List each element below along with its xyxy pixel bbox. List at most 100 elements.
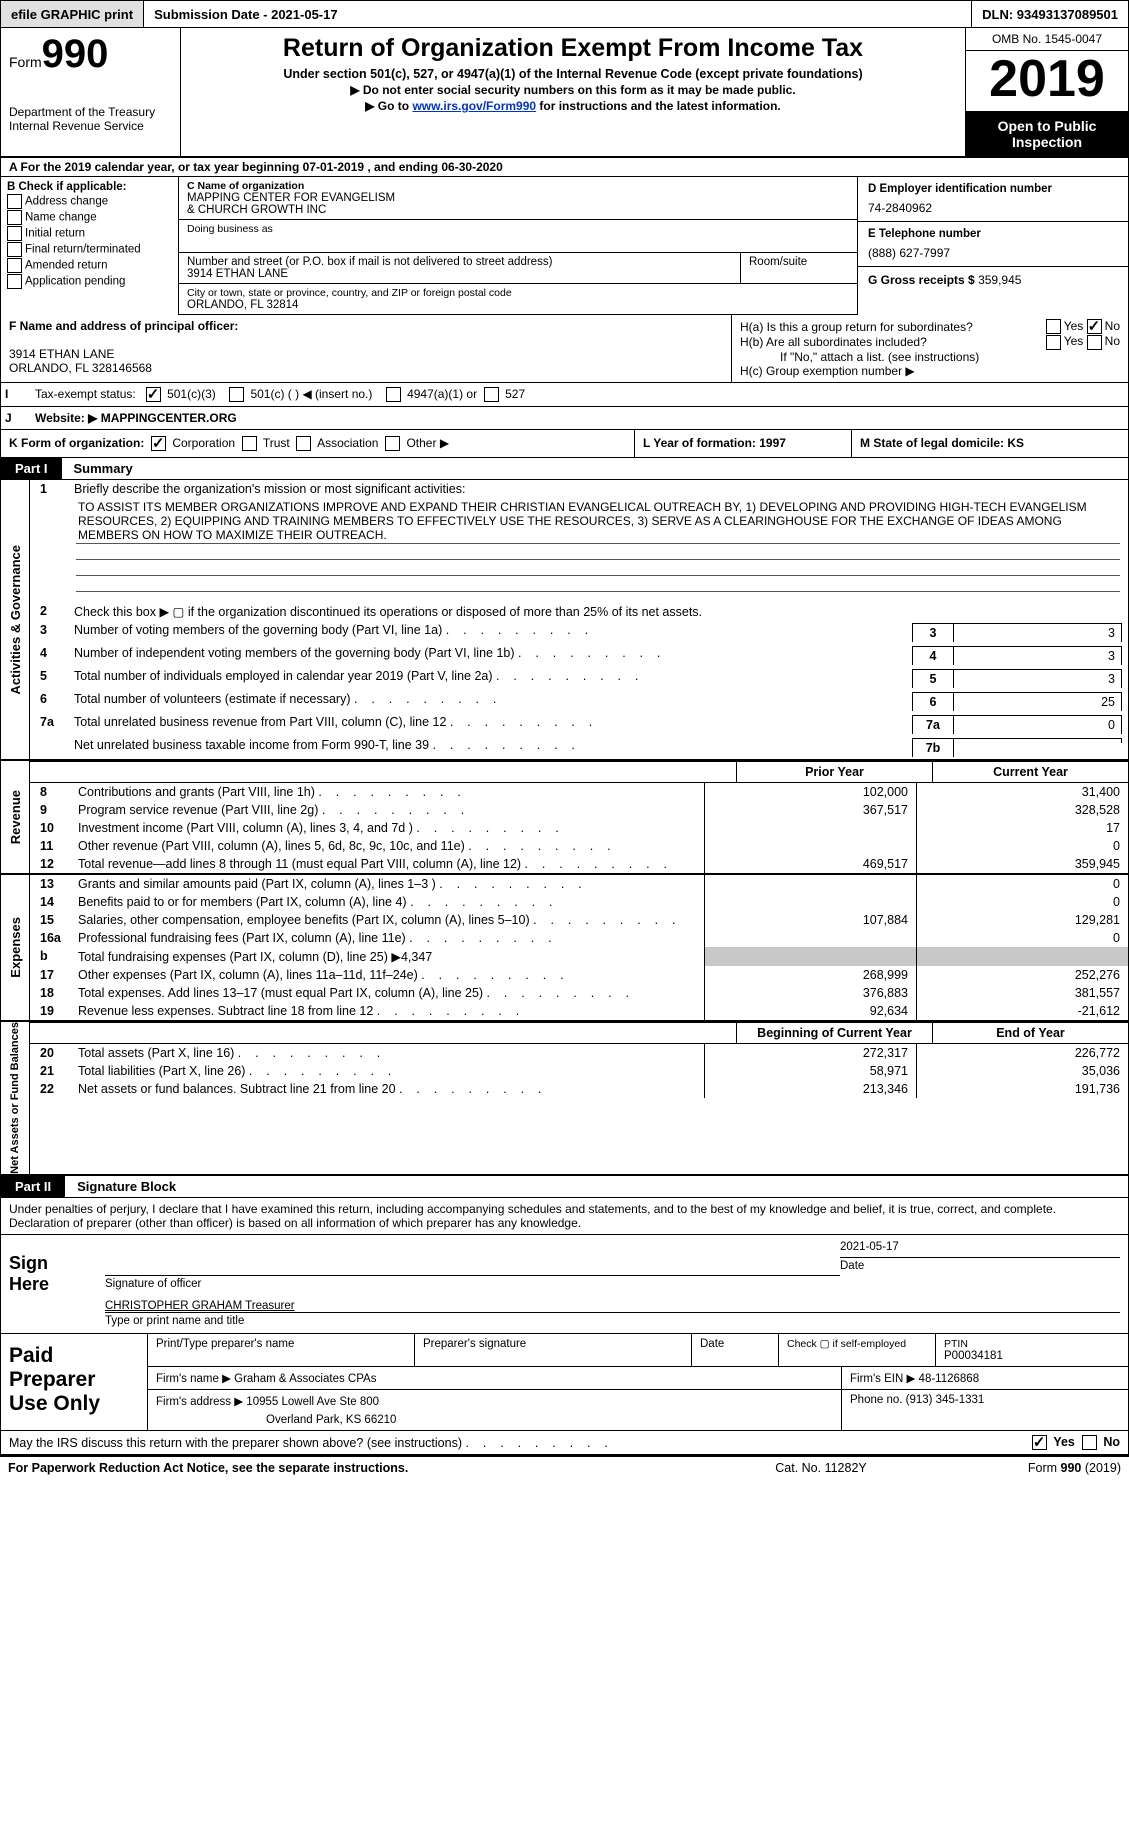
sign-here-label: Sign Here [1,1235,97,1333]
form990-link[interactable]: www.irs.gov/Form990 [412,99,536,113]
opt-application-pending[interactable]: Application pending [7,274,172,289]
opt-final-return[interactable]: Final return/terminated [7,242,172,257]
firm-name-lbl: Firm's name ▶ [156,1373,231,1385]
paid-preparer-block: Paid Preparer Use Only Print/Type prepar… [0,1334,1129,1431]
part-2-bar: Part II Signature Block [0,1176,1129,1198]
ha-yes[interactable]: Yes [1064,319,1084,333]
ha-label: H(a) Is this a group return for subordin… [740,320,1046,334]
tax-year: 2019 [966,51,1128,112]
chk-501c3[interactable] [146,387,161,402]
header-middle: Return of Organization Exempt From Incom… [181,28,965,156]
opt-amended-return[interactable]: Amended return [7,258,172,273]
line-7a: 7aTotal unrelated business revenue from … [30,713,1128,736]
dba-row: Doing business as [179,220,857,253]
part1-title: Summary [62,458,145,479]
box-deg: D Employer identification number 74-2840… [857,177,1128,315]
row-a-tax-year: A For the 2019 calendar year, or tax yea… [0,158,1129,177]
ptin-val: P00034181 [944,1350,1120,1362]
signature-declaration: Under penalties of perjury, I declare th… [0,1198,1129,1235]
part-1-bar: Part I Summary [0,458,1129,480]
hb-no[interactable]: No [1105,334,1120,348]
firm-ein-lbl: Firm's EIN ▶ [850,1373,915,1385]
part2-tag: Part II [1,1176,65,1197]
line-4: 4Number of independent voting members of… [30,644,1128,667]
chk-501c[interactable] [229,387,244,402]
rev-line-8: 8Contributions and grants (Part VIII, li… [30,783,1128,801]
mission-text: TO ASSIST ITS MEMBER ORGANIZATIONS IMPRO… [30,498,1128,592]
dln: DLN: 93493137089501 [972,1,1128,27]
firm-addr-lbl: Firm's address ▶ [156,1396,243,1408]
exp-line-b: bTotal fundraising expenses (Part IX, co… [30,947,1128,966]
prep-label: Paid Preparer Use Only [1,1334,147,1430]
form-header: Form990 Department of the Treasury Inter… [0,28,1129,158]
row-m: M State of legal domicile: KS [851,430,1128,457]
exp-line-14: 14Benefits paid to or for members (Part … [30,893,1128,911]
activities-governance: Activities & Governance 1 Briefly descri… [0,480,1129,761]
city-row: City or town, state or province, country… [179,284,857,315]
ptin-lbl: PTIN [944,1338,1120,1350]
rev-line-10: 10Investment income (Part VIII, column (… [30,819,1128,837]
irs-no-check[interactable] [1082,1435,1097,1450]
hc-label: H(c) Group exemption number ▶ [740,364,1120,378]
chk-4947[interactable] [386,387,401,402]
row-klm: K Form of organization: Corporation Trus… [0,430,1129,458]
part1-tag: Part I [1,458,62,479]
opt-initial-return[interactable]: Initial return [7,226,172,241]
chk-trust[interactable] [242,436,257,451]
box-h: H(a) Is this a group return for subordin… [732,315,1128,382]
firm-addr-val: 10955 Lowell Ave Ste 800 [246,1396,379,1408]
sig-officer-lbl: Signature of officer [105,1278,800,1290]
rev-h-curr: Current Year [932,762,1128,782]
netassets-section: Net Assets or Fund Balances Beginning of… [0,1022,1129,1176]
footer-final: For Paperwork Reduction Act Notice, see … [0,1455,1129,1479]
prep-name-lbl: Print/Type preparer's name [147,1334,414,1366]
box-g: G Gross receipts $ 359,945 [858,267,1128,293]
opt-name-change[interactable]: Name change [7,210,172,225]
exp-line-17: 17Other expenses (Part IX, column (A), l… [30,966,1128,984]
net-vert-label: Net Assets or Fund Balances [1,1022,30,1174]
exp-line-19: 19Revenue less expenses. Subtract line 1… [30,1002,1128,1020]
prep-selfemp[interactable]: Check ▢ if self-employed [778,1334,935,1366]
hb-yes[interactable]: Yes [1064,334,1084,348]
irs-label: Internal Revenue Service [9,119,174,133]
line-6: 6Total number of volunteers (estimate if… [30,690,1128,713]
chk-527[interactable] [484,387,499,402]
revenue-section: Revenue Prior Year Current Year 8Contrib… [0,761,1129,875]
box-c: C Name of organization MAPPING CENTER FO… [179,177,857,315]
box-d: D Employer identification number 74-2840… [858,177,1128,222]
header-left: Form990 Department of the Treasury Inter… [1,28,181,156]
net-h-curr: End of Year [932,1023,1128,1043]
section-bcd: B Check if applicable: Address change Na… [0,177,1129,315]
box-e: E Telephone number (888) 627-7997 [858,222,1128,267]
chk-assoc[interactable] [296,436,311,451]
firm-ein-val: 48-1126868 [919,1373,980,1385]
officer-lbl: F Name and address of principal officer: [9,319,238,333]
room-lbl: Room/suite [749,256,849,268]
exp-line-13: 13Grants and similar amounts paid (Part … [30,875,1128,893]
box-b: B Check if applicable: Address change Na… [1,177,179,315]
phone-val: (888) 627-7997 [868,246,1118,260]
rev-line-11: 11Other revenue (Part VIII, column (A), … [30,837,1128,855]
chk-other[interactable] [385,436,400,451]
rev-h-prior: Prior Year [736,762,932,782]
efile-print-button[interactable]: efile GRAPHIC print [1,1,144,27]
gross-lbl: G Gross receipts $ [868,273,975,287]
ha-no[interactable]: No [1105,319,1120,333]
street-val: 3914 ETHAN LANE [187,268,732,280]
opt-address-change[interactable]: Address change [7,194,172,209]
ein-val: 74-2840962 [868,201,1118,215]
net-line-20: 20Total assets (Part X, line 16)272,3172… [30,1044,1128,1062]
irs-yes-check[interactable] [1032,1435,1047,1450]
irs-discuss-q: May the IRS discuss this return with the… [9,1436,462,1450]
row-j: J Website: ▶ MAPPINGCENTER.ORG [0,407,1129,430]
open-inspection: Open to Public Inspection [966,112,1128,156]
exp-line-18: 18Total expenses. Add lines 13–17 (must … [30,984,1128,1002]
chk-corp[interactable] [151,436,166,451]
exp-line-15: 15Salaries, other compensation, employee… [30,911,1128,929]
box-f: F Name and address of principal officer:… [1,315,732,382]
org-name-2: & CHURCH GROWTH INC [187,204,849,216]
line-5: 5Total number of individuals employed in… [30,667,1128,690]
expenses-section: Expenses 13Grants and similar amounts pa… [0,875,1129,1022]
row-l: L Year of formation: 1997 [634,430,851,457]
net-line-22: 22Net assets or fund balances. Subtract … [30,1080,1128,1098]
